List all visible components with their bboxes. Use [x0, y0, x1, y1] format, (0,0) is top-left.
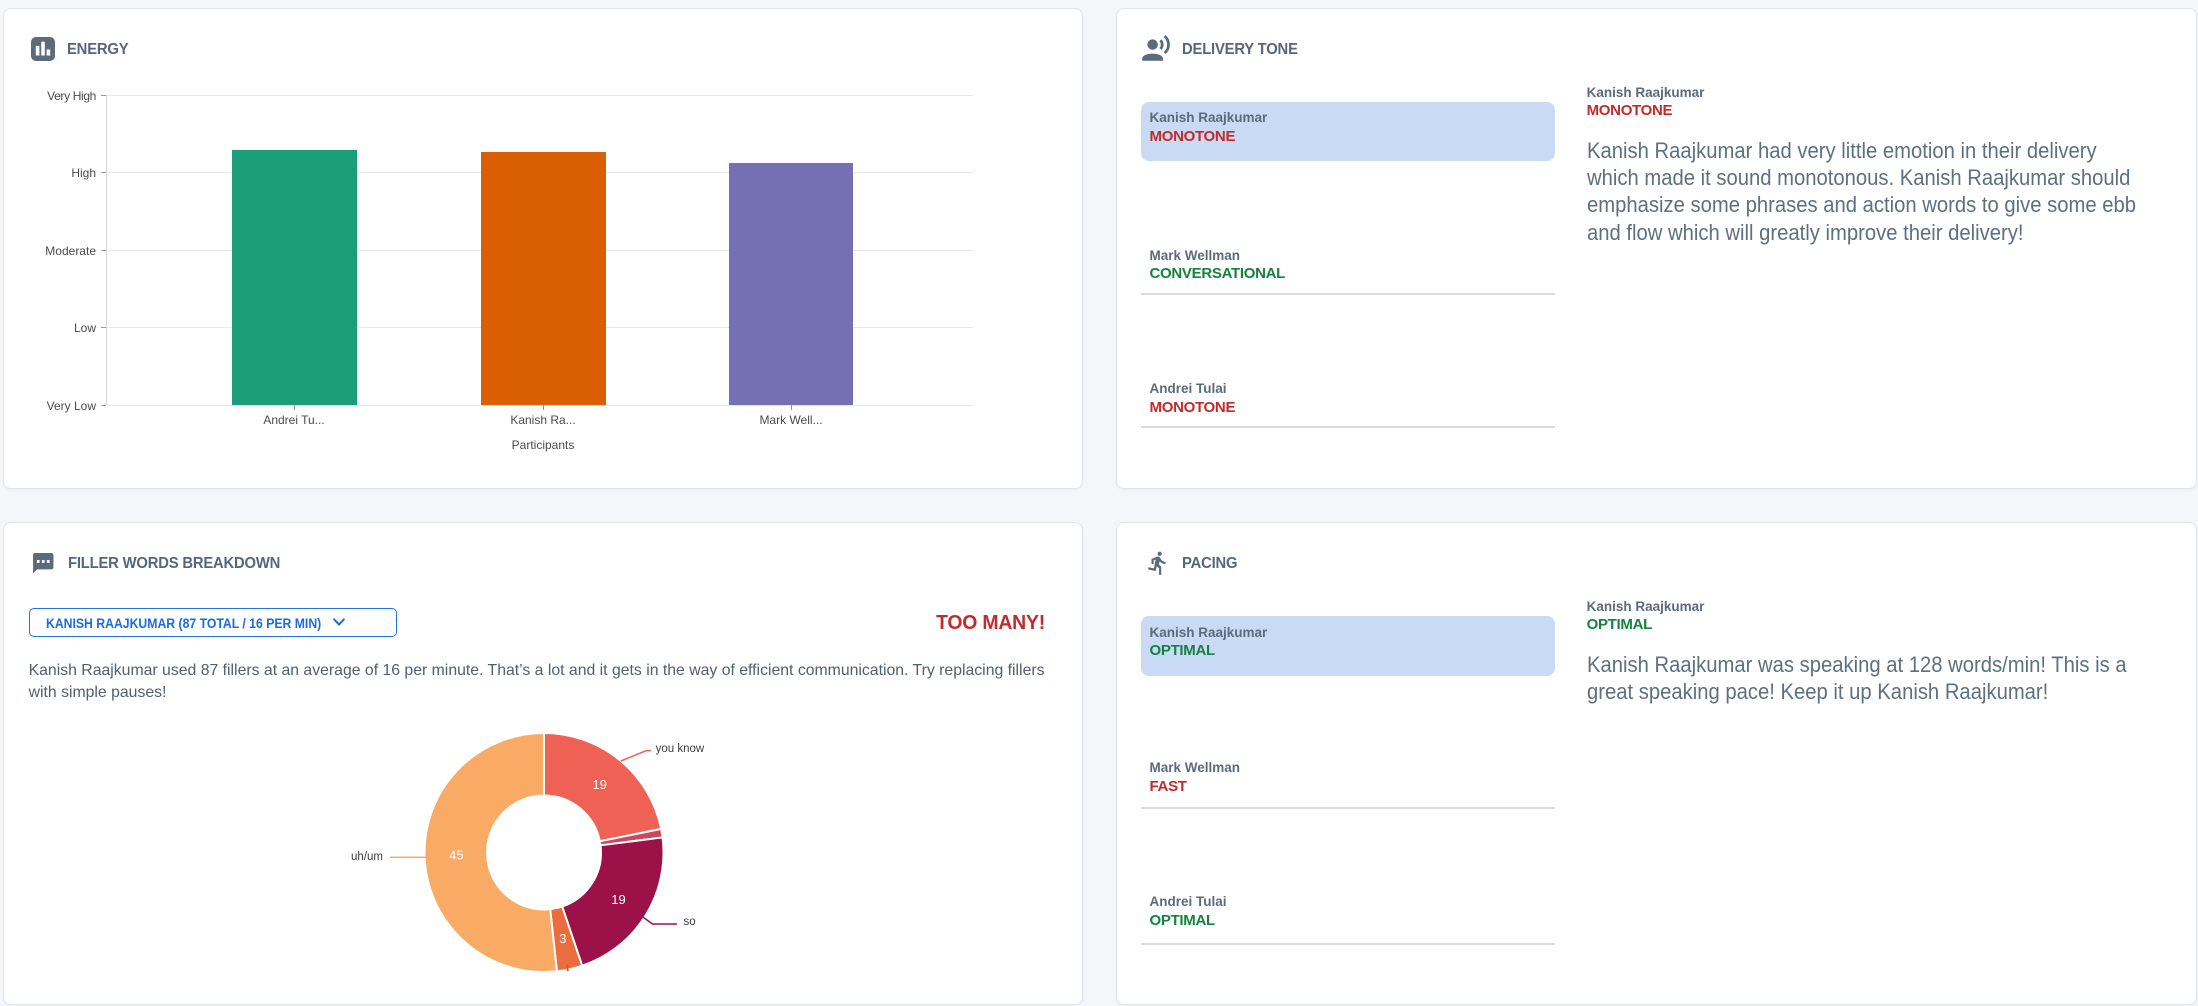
svg-text:19: 19 [611, 892, 625, 907]
svg-text:19: 19 [592, 777, 606, 792]
svg-text:3: 3 [559, 931, 566, 946]
svg-text:45: 45 [449, 847, 463, 862]
